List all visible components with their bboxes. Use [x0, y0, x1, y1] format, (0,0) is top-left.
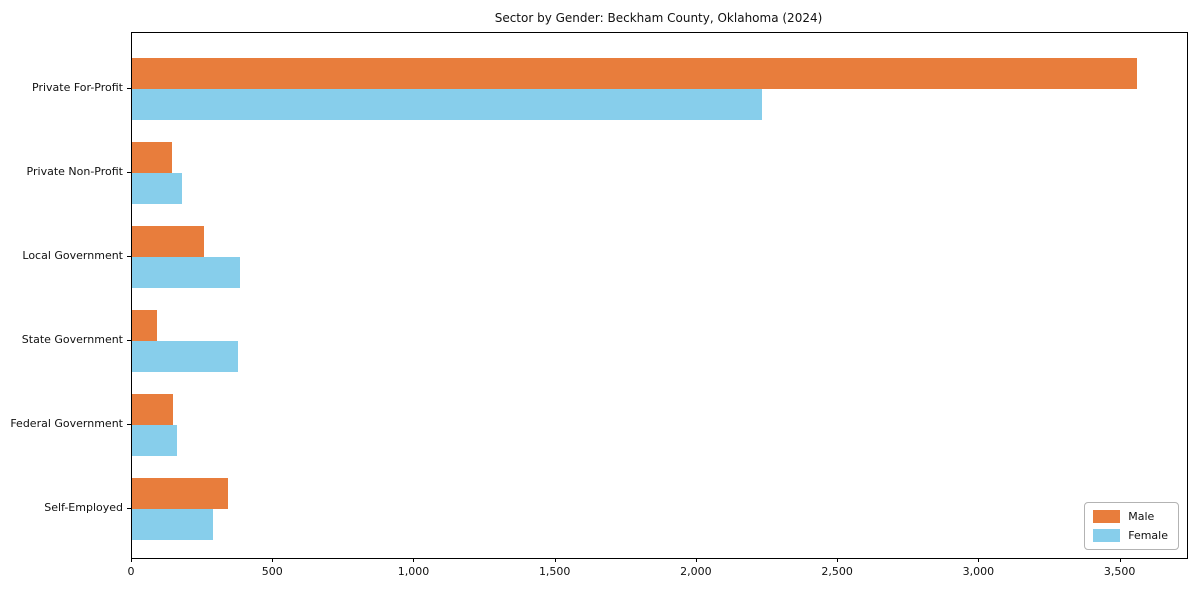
y-tick-private-non-profit	[127, 172, 131, 173]
x-label-2000: 2,000	[680, 565, 712, 578]
bar-male-local-government	[132, 226, 204, 257]
bar-female-local-government	[132, 257, 240, 288]
y-label-self-employed: Self-Employed	[44, 501, 123, 514]
y-label-private-for-profit: Private For-Profit	[32, 81, 123, 94]
x-tick-2000	[695, 558, 697, 562]
y-label-local-government: Local Government	[22, 249, 123, 262]
bar-female-self-employed	[132, 509, 213, 540]
legend: Male Female	[1084, 502, 1179, 550]
y-tick-self-employed	[127, 508, 131, 509]
female-series-swatch	[1093, 529, 1121, 542]
x-tick-3000	[978, 558, 980, 562]
x-tick-1500	[554, 558, 556, 562]
y-tick-state-government	[127, 340, 131, 341]
y-tick-federal-government	[127, 424, 131, 425]
x-tick-2500	[837, 558, 839, 562]
x-tick-500	[272, 558, 274, 562]
x-label-1500: 1,500	[538, 565, 571, 578]
y-tick-private-for-profit	[127, 88, 131, 89]
male-series-swatch	[1093, 510, 1121, 523]
x-label-0: 0	[127, 565, 135, 578]
bar-male-state-government	[132, 310, 158, 341]
legend-item-female: Female	[1093, 529, 1168, 542]
legend-label-female: Female	[1128, 529, 1168, 542]
x-label-3500: 3,500	[1103, 565, 1136, 578]
x-tick-1000	[413, 558, 415, 562]
bar-male-private-non-profit	[132, 142, 172, 173]
bar-female-private-for-profit	[132, 89, 763, 120]
bar-male-self-employed	[132, 478, 228, 509]
y-label-federal-government: Federal Government	[10, 417, 123, 430]
x-tick-0	[131, 558, 132, 562]
bar-male-private-for-profit	[132, 58, 1137, 89]
y-tick-local-government	[127, 256, 131, 257]
bar-female-state-government	[132, 341, 238, 372]
y-label-private-non-profit: Private Non-Profit	[26, 165, 123, 178]
legend-label-male: Male	[1128, 510, 1155, 523]
bar-female-private-non-profit	[132, 173, 182, 204]
x-label-2500: 2,500	[821, 565, 853, 578]
x-label-1000: 1,000	[397, 565, 430, 578]
plot-area: Male Female	[131, 32, 1188, 559]
x-label-500: 500	[261, 565, 283, 578]
legend-item-male: Male	[1093, 510, 1168, 523]
y-label-state-government: State Government	[21, 333, 123, 346]
x-label-3000: 3,000	[962, 565, 995, 578]
bar-male-federal-government	[132, 394, 173, 425]
bar-female-federal-government	[132, 425, 177, 456]
x-tick-3500	[1119, 558, 1121, 562]
chart-title: Sector by Gender: Beckham County, Oklaho…	[494, 11, 823, 25]
